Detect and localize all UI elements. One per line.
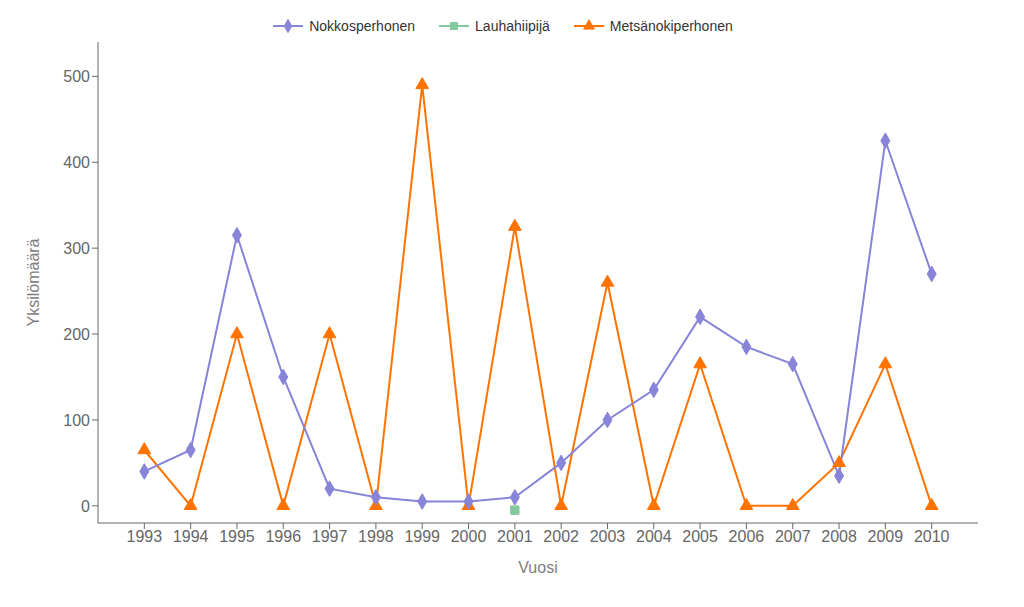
svg-text:1998: 1998: [358, 528, 394, 545]
svg-text:2008: 2008: [821, 528, 857, 545]
svg-text:200: 200: [63, 326, 90, 343]
html-text:Nokkosperhonen: Nokkosperhonen: [309, 18, 416, 34]
svg-text:2002: 2002: [543, 528, 579, 545]
svg-text:1997: 1997: [312, 528, 348, 545]
svg-text:2000: 2000: [451, 528, 487, 545]
svg-text:2006: 2006: [729, 528, 765, 545]
svg-text:2009: 2009: [868, 528, 904, 545]
svg-text:2007: 2007: [775, 528, 811, 545]
html-text:Lauhahiipijä: Lauhahiipijä: [475, 18, 550, 34]
svg-text:Vuosi: Vuosi: [518, 559, 557, 576]
svg-text:500: 500: [63, 68, 90, 85]
svg-text:2001: 2001: [497, 528, 533, 545]
svg-text:Yksilömäärä: Yksilömäärä: [25, 238, 42, 326]
svg-text:1994: 1994: [173, 528, 209, 545]
svg-text:2005: 2005: [682, 528, 718, 545]
svg-text:2004: 2004: [636, 528, 672, 545]
svg-text:1995: 1995: [219, 528, 255, 545]
svg-text:100: 100: [63, 412, 90, 429]
svg-text:2010: 2010: [914, 528, 950, 545]
svg-text:300: 300: [63, 240, 90, 257]
svg-text:1996: 1996: [265, 528, 301, 545]
html-text:Metsänokiperhonen: Metsänokiperhonen: [609, 18, 733, 34]
svg-text:1993: 1993: [127, 528, 163, 545]
svg-text:400: 400: [63, 154, 90, 171]
svg-text:1999: 1999: [404, 528, 440, 545]
svg-text:0: 0: [81, 498, 90, 515]
svg-text:2003: 2003: [590, 528, 626, 545]
